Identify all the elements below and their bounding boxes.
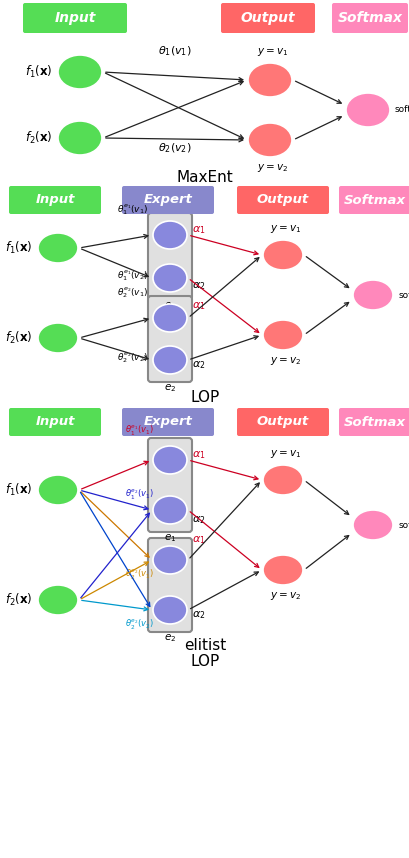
Text: $f_2(\mathbf{x})$: $f_2(\mathbf{x})$ [4,330,32,346]
Text: $\theta_2^{e_2}(v_2)$: $\theta_2^{e_2}(v_2)$ [124,618,154,632]
Text: $f_1(\mathbf{x})$: $f_1(\mathbf{x})$ [25,64,52,80]
FancyBboxPatch shape [148,213,191,300]
Text: $f_2(\mathbf{x})$: $f_2(\mathbf{x})$ [4,592,32,608]
Ellipse shape [262,240,302,270]
FancyBboxPatch shape [331,3,407,33]
Text: $f_1(\mathbf{x})$: $f_1(\mathbf{x})$ [4,482,32,498]
Ellipse shape [345,93,389,127]
Ellipse shape [153,264,187,292]
FancyBboxPatch shape [148,438,191,532]
Text: Expert: Expert [143,194,192,207]
Text: Input: Input [35,194,74,207]
FancyBboxPatch shape [9,408,101,436]
Text: Output: Output [256,194,308,207]
FancyBboxPatch shape [148,296,191,382]
Text: $\theta_2(v_2)$: $\theta_2(v_2)$ [158,142,191,155]
Text: $\alpha_1$: $\alpha_1$ [191,300,205,312]
FancyBboxPatch shape [9,186,101,214]
Ellipse shape [38,233,78,263]
Ellipse shape [38,323,78,353]
Text: $\alpha_1$: $\alpha_1$ [191,224,205,236]
Text: $y=v_2$: $y=v_2$ [270,355,301,367]
Ellipse shape [352,510,392,540]
Ellipse shape [153,221,187,249]
Text: $\theta_1^{e_2}(v_1)$: $\theta_1^{e_2}(v_1)$ [124,487,154,502]
FancyBboxPatch shape [122,408,213,436]
Ellipse shape [153,346,187,374]
Text: softmax: softmax [398,521,409,529]
FancyBboxPatch shape [220,3,314,33]
FancyBboxPatch shape [338,186,409,214]
Text: $\theta_2^{e_2}(v_1)$: $\theta_2^{e_2}(v_1)$ [117,286,148,300]
Text: LOP: LOP [190,655,219,669]
Ellipse shape [247,123,291,157]
Text: $\theta_1^{e_1}(v_1)$: $\theta_1^{e_1}(v_1)$ [117,202,148,217]
Text: $e_1$: $e_1$ [164,532,176,544]
Text: Softmax: Softmax [343,194,405,207]
FancyBboxPatch shape [236,408,328,436]
Text: $\theta_2^{e_2}(v_2)$: $\theta_2^{e_2}(v_2)$ [117,350,148,365]
Text: MaxEnt: MaxEnt [176,171,233,185]
Text: $f_1(\mathbf{x})$: $f_1(\mathbf{x})$ [4,240,32,256]
Ellipse shape [58,55,102,89]
Text: $y=v_1$: $y=v_1$ [270,223,301,235]
Text: $e_2$: $e_2$ [164,632,176,644]
FancyBboxPatch shape [122,186,213,214]
Text: $y=v_2$: $y=v_2$ [257,162,288,174]
Text: $\theta_1^{e_1}(v_1)$: $\theta_1^{e_1}(v_1)$ [124,424,154,438]
Ellipse shape [153,596,187,624]
Text: $\alpha_1$: $\alpha_1$ [191,534,205,546]
Ellipse shape [153,446,187,474]
Text: Output: Output [256,415,308,428]
Text: Softmax: Softmax [337,11,402,25]
FancyBboxPatch shape [148,538,191,632]
Ellipse shape [262,320,302,350]
Text: $\theta_1^{e_1}(v_2)$: $\theta_1^{e_1}(v_2)$ [117,269,148,283]
Text: $y=v_2$: $y=v_2$ [270,590,301,602]
Text: $\theta_2^{e_2}(v_1)$: $\theta_2^{e_2}(v_1)$ [124,568,154,583]
Ellipse shape [38,585,78,615]
Text: $\alpha_2$: $\alpha_2$ [191,514,205,526]
Text: LOP: LOP [190,390,219,406]
Text: Input: Input [35,415,74,428]
Ellipse shape [247,63,291,97]
Text: softmax: softmax [394,106,409,114]
Text: $y=v_1$: $y=v_1$ [270,448,301,460]
Ellipse shape [153,496,187,524]
Text: Expert: Expert [143,415,192,428]
FancyBboxPatch shape [338,408,409,436]
Text: $e_2$: $e_2$ [164,382,176,394]
Text: $\alpha_2$: $\alpha_2$ [191,360,205,371]
Ellipse shape [58,121,102,155]
Text: $\alpha_2$: $\alpha_2$ [191,609,205,621]
Ellipse shape [153,304,187,332]
Text: $f_2(\mathbf{x})$: $f_2(\mathbf{x})$ [25,130,52,146]
FancyBboxPatch shape [23,3,127,33]
Ellipse shape [352,280,392,310]
Ellipse shape [38,475,78,505]
Text: $e_1$: $e_1$ [164,300,176,311]
Text: Softmax: Softmax [343,415,405,428]
Text: Input: Input [54,11,95,25]
Text: Output: Output [240,11,294,25]
Text: softmax: softmax [398,291,409,299]
Ellipse shape [262,465,302,495]
Text: $\alpha_1$: $\alpha_1$ [191,449,205,461]
FancyBboxPatch shape [236,186,328,214]
Ellipse shape [153,546,187,574]
Text: $y=v_1$: $y=v_1$ [257,46,288,58]
Ellipse shape [262,555,302,585]
Text: elitist: elitist [183,637,226,652]
Text: $\alpha_2$: $\alpha_2$ [191,280,205,292]
Text: $\theta_1(v_1)$: $\theta_1(v_1)$ [158,45,191,58]
